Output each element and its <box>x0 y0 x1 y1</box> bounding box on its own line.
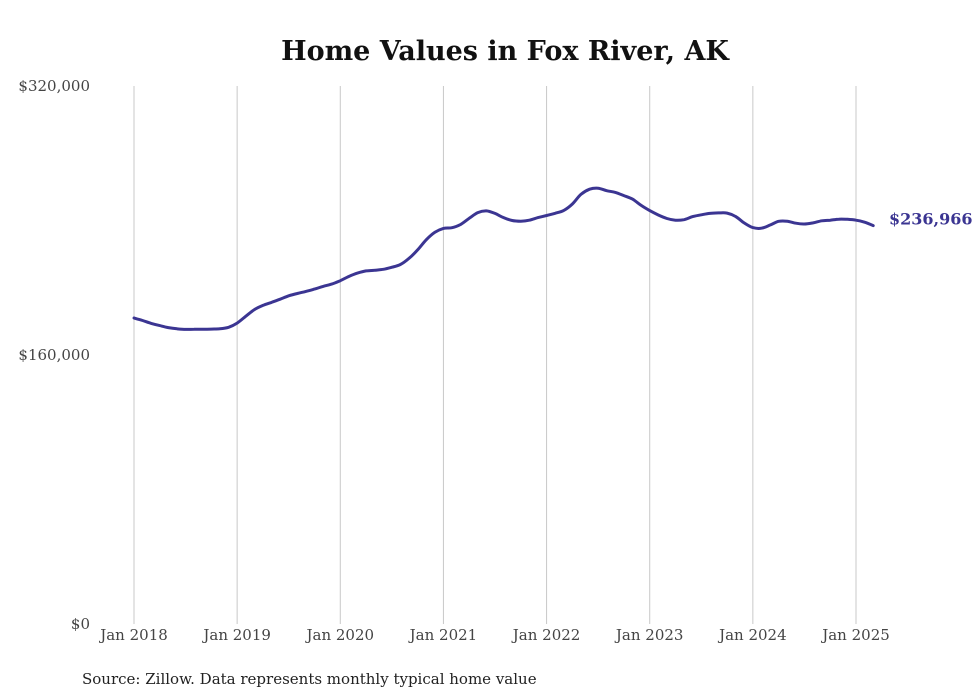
series-layer <box>132 186 875 331</box>
x-tick-label-2: Jan 2020 <box>305 626 375 644</box>
y-tick-label-2: $320,000 <box>18 77 90 95</box>
y-tick-label-1: $160,000 <box>18 346 90 364</box>
y-tick-label-0: $0 <box>71 615 90 633</box>
x-tick-label-0: Jan 2018 <box>98 626 168 644</box>
x-tick-label-5: Jan 2023 <box>614 626 684 644</box>
grid-lines <box>133 86 857 624</box>
x-tick-label-7: Jan 2025 <box>820 626 890 644</box>
x-tick-label-4: Jan 2022 <box>511 626 581 644</box>
x-tick-label-1: Jan 2019 <box>201 626 271 644</box>
chart-title: Home Values in Fox River, AK <box>281 36 730 67</box>
source-note: Source: Zillow. Data represents monthly … <box>82 670 537 688</box>
x-tick-label-3: Jan 2021 <box>408 626 478 644</box>
end-value-label: $236,966 <box>889 210 973 229</box>
x-tick-label-6: Jan 2024 <box>717 626 787 644</box>
x-axis-tick-labels: Jan 2018 Jan 2019 Jan 2020 Jan 2021 Jan 2022… <box>98 626 890 644</box>
y-axis-tick-labels: $0 $160,000 $320,000 <box>18 77 90 633</box>
home-value-line <box>132 186 875 331</box>
